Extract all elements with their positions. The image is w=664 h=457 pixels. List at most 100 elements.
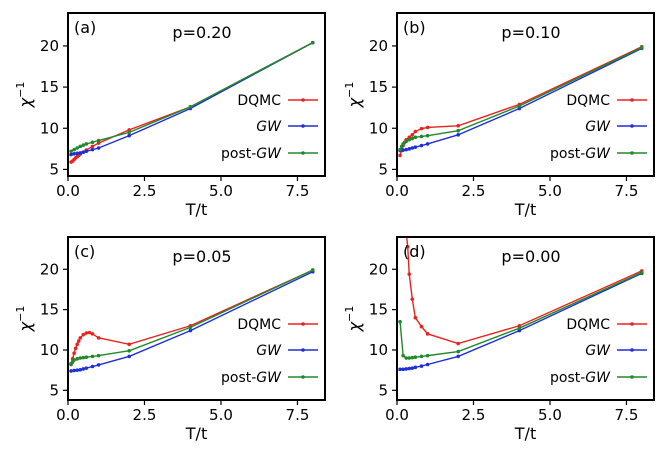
data-point xyxy=(78,336,83,340)
data-point xyxy=(81,332,86,337)
x-tick-label: 0.0 xyxy=(56,182,80,200)
data-point xyxy=(517,104,522,108)
data-point xyxy=(84,331,89,335)
data-point xyxy=(84,366,89,370)
data-point xyxy=(456,133,460,137)
data-point xyxy=(404,231,408,235)
panel-label: (b) xyxy=(403,18,426,37)
y-tick-label: 5 xyxy=(378,381,388,399)
data-point xyxy=(96,141,101,145)
data-point xyxy=(401,353,405,358)
data-point xyxy=(75,357,79,361)
y-tick-label: 5 xyxy=(49,381,59,399)
data-point xyxy=(75,146,79,150)
panel-title: p=0.00 xyxy=(501,247,560,266)
series-post-gw xyxy=(398,270,644,360)
y-tick-label: 15 xyxy=(40,78,59,96)
legend: DQMC GW post-GW xyxy=(221,317,318,386)
data-point xyxy=(188,328,193,333)
legend-swatch-marker xyxy=(630,375,634,379)
x-tick-label: 0.0 xyxy=(385,182,409,200)
plot-frame xyxy=(67,236,326,401)
data-point xyxy=(401,367,405,372)
data-point xyxy=(413,315,418,320)
data-point xyxy=(398,319,402,324)
data-point xyxy=(78,356,83,360)
legend-label-gw: GW xyxy=(256,343,282,359)
data-point xyxy=(407,147,412,151)
legend-label-dqmc: DQMC xyxy=(237,317,281,333)
x-tick-label: 5.0 xyxy=(538,182,562,200)
legend-label-gw: GW xyxy=(585,343,611,359)
x-tick-label: 7.5 xyxy=(286,406,310,424)
panel-label: (d) xyxy=(403,242,426,261)
data-point xyxy=(127,130,131,135)
data-point xyxy=(639,270,644,275)
data-point xyxy=(90,364,95,369)
data-point xyxy=(127,128,131,132)
series-post-gw xyxy=(69,268,315,367)
x-tick-label: 2.5 xyxy=(133,182,157,200)
legend-swatch-marker xyxy=(630,98,634,102)
y-axis-label: χ−1 xyxy=(343,82,364,109)
data-point xyxy=(127,348,131,353)
data-point xyxy=(425,353,430,358)
data-point xyxy=(90,140,95,145)
legend-label-post-gw: post-GW xyxy=(550,370,611,386)
panel-label: (a) xyxy=(74,18,96,37)
x-axis-label: T/t xyxy=(514,424,536,443)
data-point xyxy=(419,143,424,148)
y-axis-label: χ−1 xyxy=(343,306,364,333)
data-point xyxy=(73,346,78,351)
data-point xyxy=(401,142,405,146)
data-point xyxy=(407,137,412,142)
data-point xyxy=(404,147,408,152)
data-point xyxy=(78,144,83,149)
y-tick-label: 20 xyxy=(40,37,59,55)
data-point xyxy=(407,366,412,371)
series-line-dqmc xyxy=(405,237,643,345)
x-tick-label: 5.0 xyxy=(209,406,233,424)
data-point xyxy=(456,128,460,133)
data-point xyxy=(90,332,95,336)
data-point xyxy=(96,363,101,367)
data-point xyxy=(90,354,95,359)
data-point xyxy=(517,106,522,111)
plot-frame xyxy=(396,236,655,401)
legend-label-post-gw: post-GW xyxy=(550,146,611,162)
data-point xyxy=(419,324,424,329)
legend-label-post-gw: post-GW xyxy=(221,146,282,162)
data-point xyxy=(127,342,131,347)
data-point xyxy=(410,297,415,301)
data-point xyxy=(72,147,76,152)
data-point xyxy=(84,355,89,360)
legend-swatch-marker xyxy=(301,322,305,326)
legend-label-dqmc: DQMC xyxy=(237,93,281,109)
y-tick-label: 20 xyxy=(369,260,388,278)
data-point xyxy=(405,244,410,249)
series-gw xyxy=(398,46,644,153)
legend-label-dqmc: DQMC xyxy=(566,317,610,333)
panel-label: (c) xyxy=(74,242,95,261)
data-point xyxy=(456,341,460,346)
data-point xyxy=(69,152,73,157)
data-point xyxy=(72,358,76,362)
data-point xyxy=(188,325,193,330)
data-point xyxy=(90,147,95,152)
legend-swatch-marker xyxy=(630,322,634,326)
y-axis-label: χ−1 xyxy=(14,306,35,333)
legend-swatch-marker xyxy=(630,348,634,352)
legend-swatch-marker xyxy=(301,151,305,155)
data-point xyxy=(84,142,89,146)
data-point xyxy=(413,355,418,360)
data-point xyxy=(69,149,73,154)
data-point xyxy=(413,365,418,370)
y-tick-label: 15 xyxy=(369,301,388,319)
y-tick-label: 15 xyxy=(40,301,59,319)
x-tick-label: 7.5 xyxy=(286,182,310,200)
data-point xyxy=(84,149,89,154)
data-point xyxy=(419,134,424,139)
legend: DQMC GW post-GW xyxy=(221,93,318,162)
data-point xyxy=(410,146,415,150)
legend-swatch-marker xyxy=(301,98,305,102)
